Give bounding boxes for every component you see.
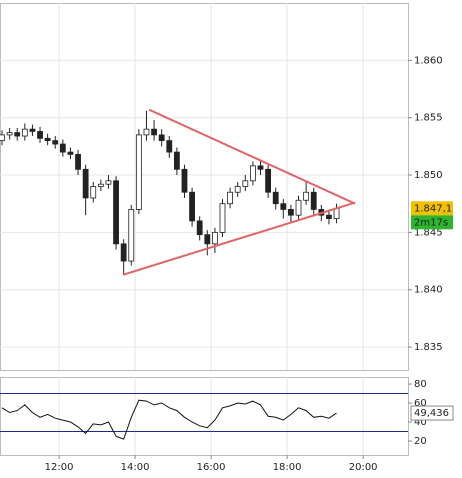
candle-body	[44, 137, 51, 142]
y-tick-label: 1.840	[414, 285, 443, 296]
indicator-last-label: 49,436	[414, 408, 449, 419]
candle-body	[288, 209, 294, 216]
candle-body	[97, 183, 104, 187]
last-price-box	[411, 201, 453, 216]
candle-body	[37, 131, 43, 139]
candle-body	[272, 191, 279, 205]
y-tick-label: 1.835	[414, 342, 443, 353]
x-tick-label: 12:00	[45, 462, 74, 473]
candle-body	[143, 128, 150, 136]
candle-body	[166, 140, 173, 153]
candle-body	[227, 191, 233, 205]
x-tick-label: 20:00	[349, 462, 378, 473]
candle-body	[242, 180, 249, 187]
candle-body	[90, 186, 97, 199]
candle-body	[128, 209, 135, 262]
trendline	[148, 108, 356, 205]
candle-body	[326, 214, 332, 220]
candle-body	[234, 186, 241, 193]
indicator-panel	[0, 377, 409, 456]
candle-body	[295, 199, 302, 216]
candle-body	[219, 203, 226, 233]
candle-body	[158, 134, 165, 142]
candle-body	[204, 234, 211, 245]
candle-body	[189, 191, 195, 222]
last-price-label: 1.847,1	[414, 203, 452, 214]
x-tick-label: 18:00	[273, 462, 302, 473]
y-tick-label: 1.855	[414, 113, 443, 124]
candle-body	[173, 151, 180, 170]
candle-body	[6, 132, 13, 136]
y-tick-label: 60	[414, 398, 427, 409]
candle-body	[181, 168, 188, 193]
candle-body	[59, 143, 66, 153]
candle-body	[151, 128, 157, 136]
candle-body	[211, 231, 218, 245]
trendline	[122, 201, 356, 276]
candle-body	[82, 168, 89, 199]
candle-body	[0, 134, 5, 142]
candle-body	[135, 134, 142, 210]
y-tick-label: 1.850	[414, 170, 443, 181]
candle-body	[265, 168, 272, 193]
y-tick-label: 1.845	[414, 227, 443, 238]
x-tick-label: 16:00	[197, 462, 226, 473]
candle-body	[113, 180, 119, 245]
candle-body	[105, 180, 112, 185]
candle-body	[67, 151, 74, 155]
candle-body	[310, 191, 317, 210]
candle-body	[21, 128, 28, 137]
countdown: 2m17s	[414, 217, 448, 228]
candle-body	[14, 132, 21, 137]
candle-body	[250, 165, 256, 182]
candle-body	[29, 128, 36, 132]
y-tick-label: 1.860	[414, 55, 443, 66]
indicator-line	[1, 399, 337, 440]
candle-body	[257, 165, 264, 170]
x-tick-label: 14:00	[121, 462, 150, 473]
candle-body	[120, 243, 127, 262]
indicator-last-box	[410, 405, 454, 421]
candle-body	[280, 203, 287, 210]
candle-body	[196, 220, 203, 236]
y-tick-label: 40	[414, 417, 427, 428]
countdown-box	[411, 215, 453, 230]
candle-body	[75, 153, 81, 170]
candle-body	[303, 191, 310, 201]
price-panel	[0, 3, 409, 371]
y-tick-label: 80	[414, 379, 427, 390]
y-tick-label: 20	[414, 436, 427, 447]
candle-body	[52, 140, 59, 145]
